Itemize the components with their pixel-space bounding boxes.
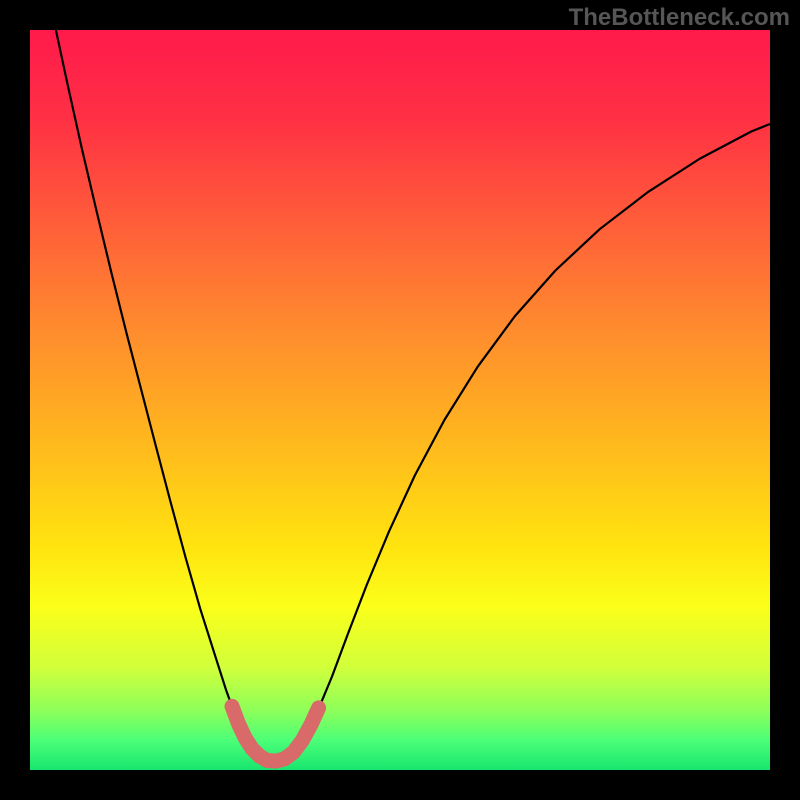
watermark-text: TheBottleneck.com [569,4,790,32]
chart-frame: TheBottleneck.com [0,0,800,800]
plot-area [30,30,770,770]
chart-svg [30,30,770,770]
